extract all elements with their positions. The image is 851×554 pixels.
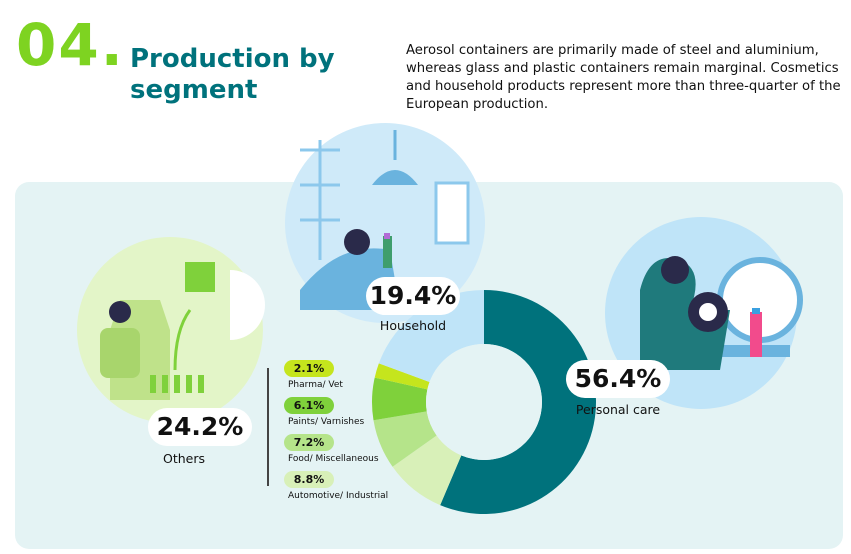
breakdown-name-pharma: Pharma/ Vet bbox=[288, 380, 343, 390]
breakdown-name-food: Food/ Miscellaneous bbox=[288, 454, 379, 464]
donut-hole bbox=[426, 344, 542, 460]
household-illustration bbox=[285, 123, 485, 323]
donut-chart bbox=[372, 290, 596, 515]
others-illustration bbox=[77, 237, 265, 423]
slice-label-household: 19.4% bbox=[366, 277, 460, 315]
breakdown-value-food: 7.2% bbox=[284, 434, 334, 451]
slice-pharma bbox=[374, 363, 430, 390]
breakdown-value-pharma: 2.1% bbox=[284, 360, 334, 377]
slice-household bbox=[378, 290, 484, 383]
slice-paints bbox=[372, 377, 428, 421]
slice-automotive bbox=[392, 435, 462, 506]
title-line-1: Production by bbox=[130, 44, 335, 74]
section-number: 04. bbox=[16, 11, 125, 79]
description: Aerosol containers are primarily made of… bbox=[406, 43, 841, 112]
slice-label-others: 24.2% bbox=[148, 408, 252, 446]
slice-food bbox=[373, 411, 437, 467]
slice-name-household: Household bbox=[379, 318, 447, 333]
slice-label-personal-care: 56.4% bbox=[566, 360, 670, 398]
breakdown-value-automotive: 8.8% bbox=[284, 471, 334, 488]
title-line-2: segment bbox=[130, 75, 258, 105]
breakdown-divider bbox=[267, 368, 269, 486]
page-title: Production by segment bbox=[130, 44, 335, 106]
breakdown-name-automotive: Automotive/ Industrial bbox=[288, 491, 389, 501]
slice-personal-care bbox=[440, 290, 596, 515]
slice-name-others: Others bbox=[162, 451, 205, 466]
slice-name-personal-care: Personal care bbox=[575, 402, 661, 417]
breakdown-value-paints: 6.1% bbox=[284, 397, 334, 414]
breakdown-name-paints: Paints/ Varnishes bbox=[288, 417, 365, 427]
